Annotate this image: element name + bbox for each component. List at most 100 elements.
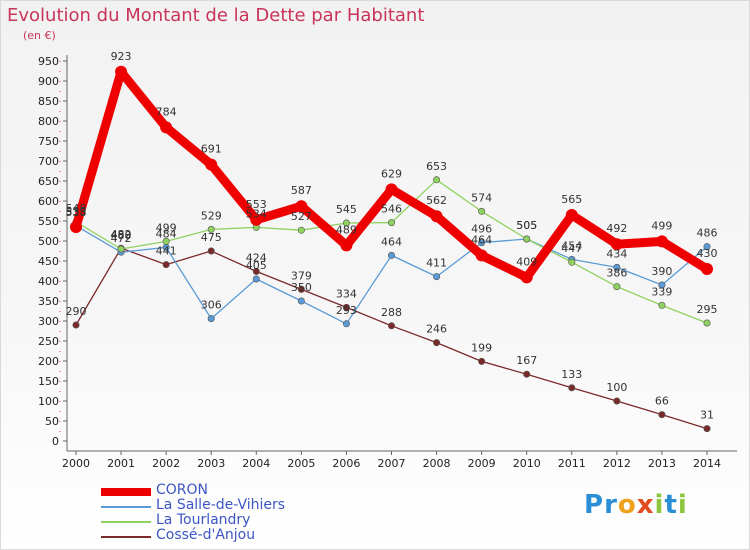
data-point [117, 245, 125, 253]
data-point [387, 219, 395, 227]
y-tick-label: 400 [38, 275, 59, 288]
x-tick-label: 2002 [152, 457, 180, 470]
data-point [478, 239, 486, 247]
y-tick-label: 750 [38, 135, 59, 148]
logo-letter: x [636, 490, 655, 520]
data-label: 430 [697, 247, 718, 260]
data-label: 562 [426, 194, 447, 207]
data-label: 472 [111, 232, 132, 245]
data-point [658, 281, 666, 289]
data-point [340, 239, 353, 252]
data-label: 784 [156, 105, 177, 118]
data-point [430, 210, 443, 223]
data-label: 496 [471, 223, 492, 236]
y-tick-label: 100 [38, 395, 59, 408]
data-label: 405 [246, 259, 267, 272]
data-label: 545 [336, 203, 357, 216]
data-point [205, 158, 218, 171]
data-point [342, 219, 350, 227]
data-point [655, 235, 668, 248]
data-point [70, 221, 82, 233]
data-label: 489 [336, 223, 357, 236]
data-point [703, 425, 711, 433]
data-label: 546 [381, 203, 402, 216]
data-label: 293 [336, 304, 357, 317]
data-label: 390 [651, 265, 672, 278]
data-point [613, 397, 621, 405]
data-label: 386 [606, 267, 627, 280]
x-tick-label: 2005 [287, 457, 315, 470]
data-label: 66 [655, 395, 669, 408]
data-label: 505 [516, 219, 537, 232]
x-tick-label: 2012 [603, 457, 631, 470]
y-tick-label: 50 [45, 415, 59, 428]
data-label: 454 [561, 239, 582, 252]
data-label: 553 [246, 198, 267, 211]
x-tick-label: 2011 [558, 457, 586, 470]
data-point [297, 285, 305, 293]
data-point [252, 275, 260, 283]
data-label: 505 [516, 219, 537, 232]
data-point [162, 261, 170, 269]
data-point [342, 303, 350, 311]
y-tick-label: 550 [38, 215, 59, 228]
y-tick-label: 200 [38, 355, 59, 368]
data-label: 306 [201, 299, 222, 312]
data-label: 629 [381, 167, 402, 180]
data-label: 923 [111, 50, 132, 63]
data-label: 334 [336, 287, 357, 300]
data-label: 100 [606, 381, 627, 394]
data-label: 167 [516, 354, 537, 367]
data-point [385, 183, 398, 196]
data-label: 464 [381, 235, 402, 248]
logo-letter: i [654, 490, 665, 520]
data-label: 133 [561, 368, 582, 381]
data-label: 486 [697, 227, 718, 240]
data-label: 290 [66, 305, 87, 318]
data-label: 295 [697, 303, 718, 316]
x-tick-label: 2009 [468, 457, 496, 470]
data-label: 411 [426, 257, 447, 270]
x-tick-label: 2007 [378, 457, 406, 470]
logo-letter: P [584, 490, 605, 520]
y-tick-label: 150 [38, 375, 59, 388]
data-point [250, 213, 263, 226]
data-point [162, 237, 170, 245]
data-label: 499 [156, 221, 177, 234]
data-point [478, 207, 486, 215]
data-label: 587 [291, 184, 312, 197]
data-label: 534 [246, 207, 267, 220]
data-label: 409 [516, 255, 537, 268]
data-point [387, 322, 395, 330]
data-label: 538 [66, 206, 87, 219]
y-tick-label: 350 [38, 295, 59, 308]
y-tick-label: 500 [38, 235, 59, 248]
y-tick-label: 250 [38, 335, 59, 348]
data-point [207, 247, 215, 255]
data-label: 492 [606, 222, 627, 235]
data-label: 548 [66, 202, 87, 215]
y-tick-label: 900 [38, 75, 59, 88]
y-tick-label: 700 [38, 155, 59, 168]
y-tick-label: 600 [38, 195, 59, 208]
data-point [252, 267, 260, 275]
data-point [72, 321, 80, 329]
logo-letter: i [677, 490, 688, 520]
y-tick-label: 800 [38, 115, 59, 128]
data-label: 653 [426, 160, 447, 173]
data-label: 424 [246, 251, 267, 264]
data-point [433, 273, 441, 281]
data-label: 499 [651, 219, 672, 232]
data-label: 434 [606, 247, 627, 260]
data-point [523, 235, 531, 243]
x-tick-label: 2014 [693, 457, 721, 470]
y-tick-label: 650 [38, 175, 59, 188]
y-tick-label: 850 [38, 95, 59, 108]
data-label: 535 [66, 205, 87, 218]
x-tick-label: 2013 [648, 457, 676, 470]
chart-unit: (en €) [23, 29, 56, 42]
data-point [658, 301, 666, 309]
legend-swatch [101, 536, 151, 538]
